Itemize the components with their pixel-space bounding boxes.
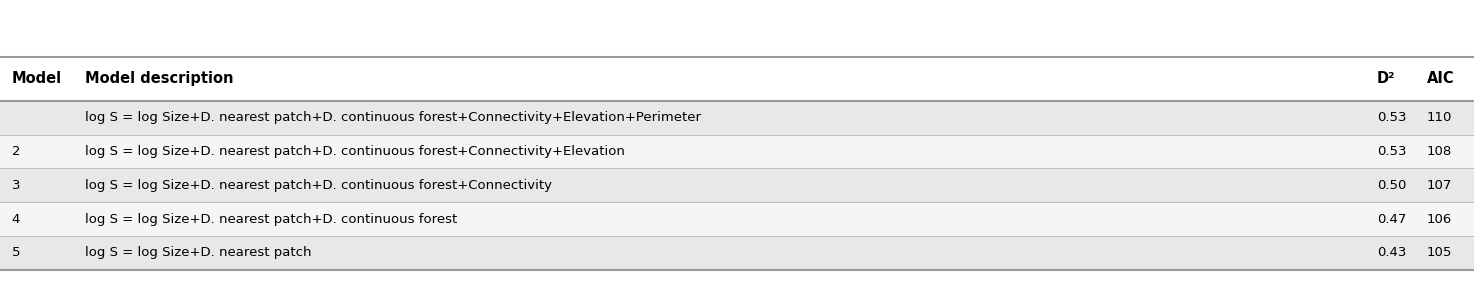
Text: 106: 106 (1427, 213, 1452, 225)
Text: 107: 107 (1427, 179, 1452, 192)
Text: log S = log Size+D. nearest patch+D. continuous forest+Connectivity: log S = log Size+D. nearest patch+D. con… (85, 179, 553, 192)
Text: Model: Model (12, 71, 62, 86)
FancyBboxPatch shape (0, 135, 1474, 168)
Text: AIC: AIC (1427, 71, 1455, 86)
Text: 0.53: 0.53 (1377, 111, 1406, 124)
Text: log S = log Size+D. nearest patch+D. continuous forest+Connectivity+Elevation: log S = log Size+D. nearest patch+D. con… (85, 145, 625, 158)
FancyBboxPatch shape (0, 202, 1474, 236)
Text: 105: 105 (1427, 247, 1452, 259)
Text: 3: 3 (12, 179, 21, 192)
Text: 0.43: 0.43 (1377, 247, 1406, 259)
Text: 108: 108 (1427, 145, 1452, 158)
Text: 110: 110 (1427, 111, 1452, 124)
Text: Model description: Model description (85, 71, 234, 86)
FancyBboxPatch shape (0, 168, 1474, 202)
Text: log S = log Size+D. nearest patch: log S = log Size+D. nearest patch (85, 247, 312, 259)
FancyBboxPatch shape (0, 236, 1474, 270)
Text: log S = log Size+D. nearest patch+D. continuous forest: log S = log Size+D. nearest patch+D. con… (85, 213, 458, 225)
Text: 0.53: 0.53 (1377, 145, 1406, 158)
Text: D²: D² (1377, 71, 1396, 86)
Text: 4: 4 (12, 213, 21, 225)
Text: 5: 5 (12, 247, 21, 259)
Text: 2: 2 (12, 145, 21, 158)
Text: 0.50: 0.50 (1377, 179, 1406, 192)
Text: 0.47: 0.47 (1377, 213, 1406, 225)
Text: log S = log Size+D. nearest patch+D. continuous forest+Connectivity+Elevation+Pe: log S = log Size+D. nearest patch+D. con… (85, 111, 702, 124)
FancyBboxPatch shape (0, 101, 1474, 135)
